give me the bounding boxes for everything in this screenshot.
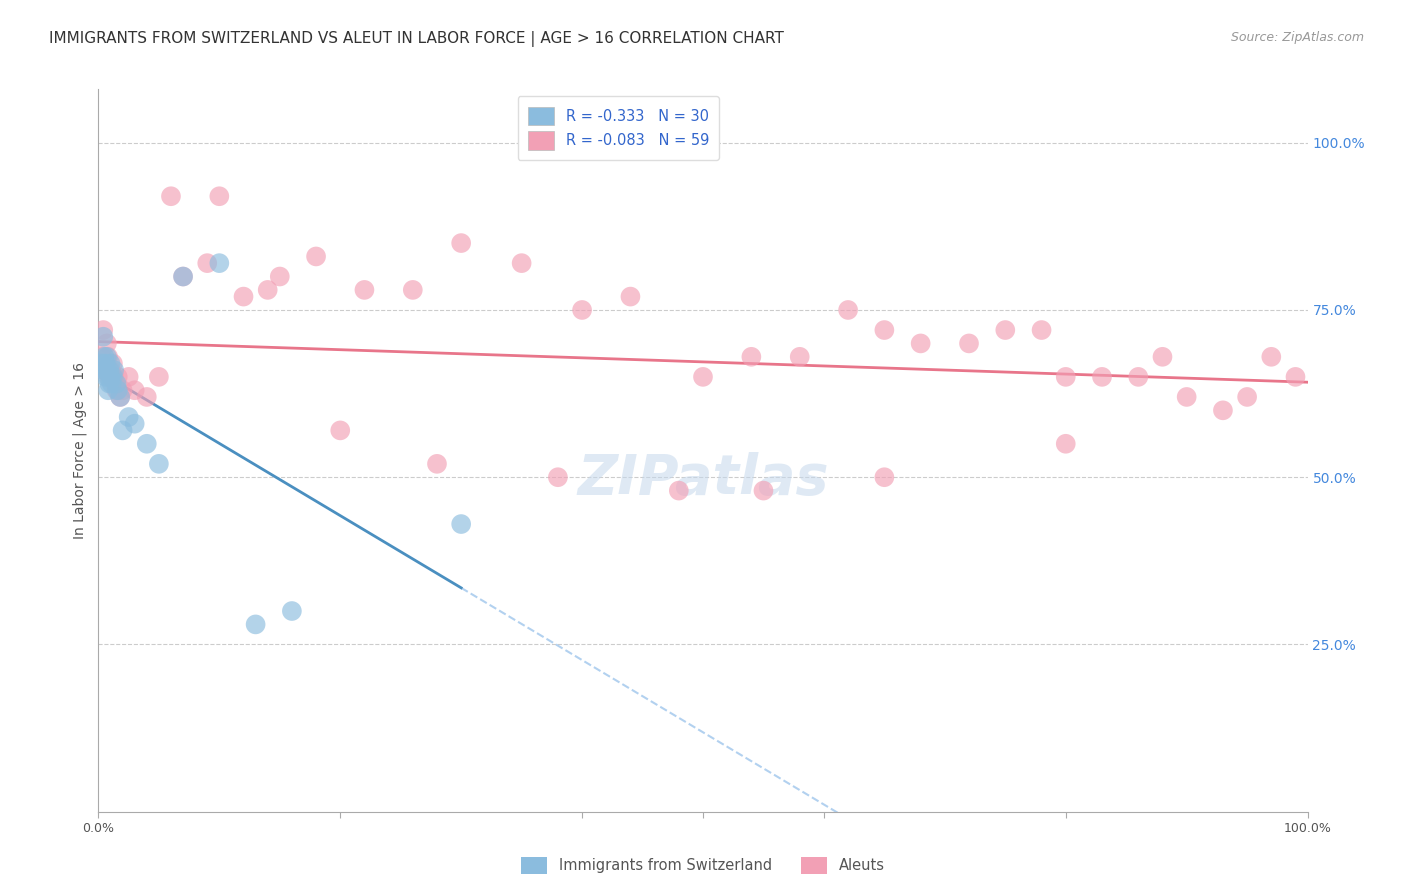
Point	[426, 457, 449, 471]
Point	[789, 350, 811, 364]
Point	[107, 384, 129, 398]
Point	[118, 369, 141, 384]
Point	[208, 256, 231, 270]
Text: ZIPatlas: ZIPatlas	[578, 452, 828, 507]
Point	[1128, 369, 1150, 384]
Point	[195, 256, 218, 270]
Point	[96, 336, 118, 351]
Point	[124, 417, 146, 431]
Point	[93, 363, 115, 377]
Point	[1284, 369, 1306, 384]
Point	[619, 289, 641, 303]
Point	[148, 369, 170, 384]
Point	[135, 390, 157, 404]
Point	[873, 323, 896, 337]
Point	[91, 356, 114, 371]
Point	[692, 369, 714, 384]
Point	[97, 350, 120, 364]
Point	[957, 336, 980, 351]
Point	[256, 283, 278, 297]
Point	[402, 283, 425, 297]
Point	[94, 356, 117, 371]
Point	[101, 369, 124, 384]
Legend: R = -0.333   N = 30, R = -0.083   N = 59: R = -0.333 N = 30, R = -0.083 N = 59	[517, 96, 720, 161]
Point	[232, 289, 254, 303]
Point	[148, 457, 170, 471]
Point	[450, 236, 472, 251]
Point	[135, 436, 157, 450]
Point	[269, 269, 291, 284]
Point	[873, 470, 896, 484]
Point	[91, 350, 114, 364]
Point	[172, 269, 194, 284]
Point	[1236, 390, 1258, 404]
Point	[1054, 369, 1077, 384]
Y-axis label: In Labor Force | Age > 16: In Labor Force | Age > 16	[73, 362, 87, 539]
Point	[547, 470, 569, 484]
Point	[97, 384, 120, 398]
Point	[172, 269, 194, 284]
Point	[100, 369, 122, 384]
Point	[105, 376, 128, 391]
Point	[208, 189, 231, 203]
Point	[1152, 350, 1174, 364]
Point	[1175, 390, 1198, 404]
Point	[571, 303, 593, 318]
Point	[245, 617, 267, 632]
Point	[101, 356, 124, 371]
Point	[91, 330, 114, 344]
Point	[450, 517, 472, 532]
Point	[837, 303, 859, 318]
Point	[910, 336, 932, 351]
Point	[118, 410, 141, 425]
Text: Source: ZipAtlas.com: Source: ZipAtlas.com	[1230, 31, 1364, 45]
Text: IMMIGRANTS FROM SWITZERLAND VS ALEUT IN LABOR FORCE | AGE > 16 CORRELATION CHART: IMMIGRANTS FROM SWITZERLAND VS ALEUT IN …	[49, 31, 785, 47]
Point	[740, 350, 762, 364]
Point	[107, 369, 129, 384]
Point	[93, 363, 115, 377]
Legend: Immigrants from Switzerland, Aleuts: Immigrants from Switzerland, Aleuts	[515, 851, 891, 880]
Point	[93, 350, 115, 364]
Point	[94, 369, 117, 384]
Point	[97, 369, 120, 384]
Point	[1091, 369, 1114, 384]
Point	[1212, 403, 1234, 417]
Point	[98, 376, 121, 391]
Point	[111, 384, 134, 398]
Point	[160, 189, 183, 203]
Point	[111, 424, 134, 438]
Point	[108, 390, 131, 404]
Point	[91, 323, 114, 337]
Point	[1260, 350, 1282, 364]
Point	[96, 350, 118, 364]
Point	[1054, 436, 1077, 450]
Point	[98, 369, 121, 384]
Point	[994, 323, 1017, 337]
Point	[96, 363, 118, 377]
Point	[305, 250, 328, 264]
Point	[353, 283, 375, 297]
Point	[103, 369, 125, 384]
Point	[105, 384, 128, 398]
Point	[108, 390, 131, 404]
Point	[100, 369, 122, 384]
Point	[100, 356, 122, 371]
Point	[510, 256, 533, 270]
Point	[98, 363, 121, 377]
Point	[103, 363, 125, 377]
Point	[668, 483, 690, 498]
Point	[100, 376, 122, 391]
Point	[124, 384, 146, 398]
Point	[100, 363, 122, 377]
Point	[1031, 323, 1053, 337]
Point	[104, 376, 127, 391]
Point	[329, 424, 352, 438]
Point	[281, 604, 304, 618]
Point	[94, 356, 117, 371]
Point	[752, 483, 775, 498]
